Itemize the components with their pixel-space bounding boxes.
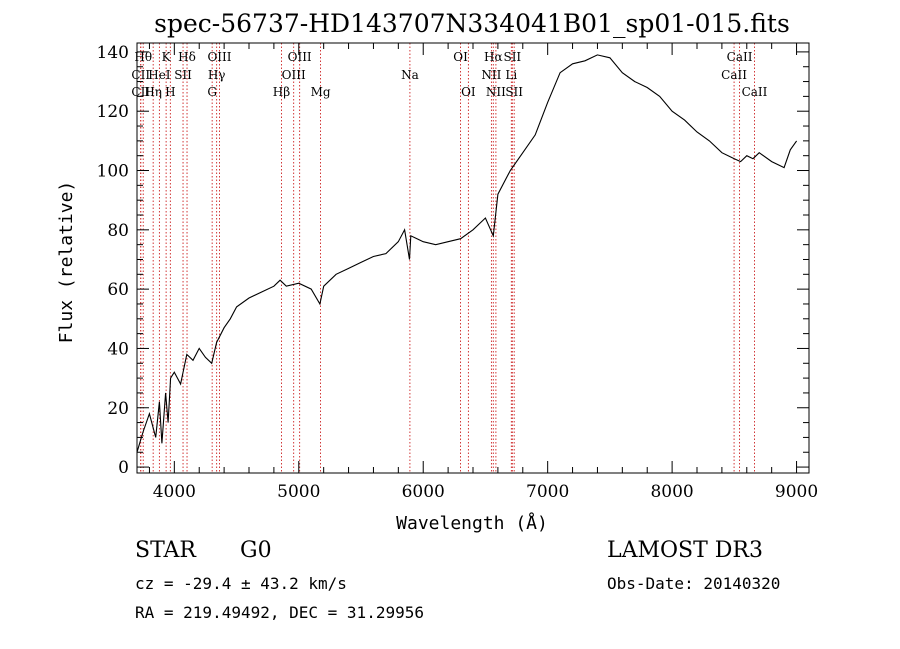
axis-ticks: 4000 5000 6000 7000 8000 9000 0 20 40 60 80 100 120 1… [97,43,819,502]
spectral-line-label: Hα [484,50,503,64]
spectral-line-label: OI [453,50,468,64]
spectrum-line [136,54,798,453]
x-tick-label: 6000 [402,482,445,502]
spectral-line-label: Li [505,68,517,82]
spectral-line-label: NII [486,85,506,99]
y-tick-label: 20 [107,399,129,419]
spectral-line-label: CaII [742,85,768,99]
spectral-line-label: CaII [727,50,753,64]
spectral-line-label: Hθ [134,50,152,64]
x-axis-label: Wavelength (Å) [396,512,548,534]
spectral-line-label: Hη [144,85,162,99]
y-tick-label: 40 [107,339,129,359]
spectral-line-label: NII [481,68,501,82]
x-tick-label: 5000 [277,482,320,502]
x-tick-label: 7000 [526,482,569,502]
spectral-line-label: OIII [282,68,306,82]
spectral-line-label: SII [174,68,192,82]
spectral-line-label: Hβ [273,85,290,99]
observation-date: Obs-Date: 20140320 [607,574,781,593]
object-class: STAR [135,538,196,563]
spectral-line-label: K [162,50,172,64]
y-tick-label: 0 [118,458,129,478]
chart-title: spec-56737-HD143707N334041B01_sp01-015.f… [154,9,790,38]
x-tick-label: 4000 [153,482,196,502]
coordinates: RA = 219.49492, DEC = 31.29956 [135,603,424,622]
x-tick-label: 8000 [650,482,693,502]
spectral-line-label: HeI [148,68,171,82]
y-tick-label: 100 [97,162,129,182]
spectrum-series [136,54,798,453]
spectral-line-label: Hδ [178,50,196,64]
x-tick-label: 9000 [775,482,818,502]
y-axis-label: Flux (relative) [56,181,77,344]
spectral-line-label: CII [131,85,150,99]
plot-frame [136,42,810,474]
spectral-line-label: Mg [311,85,331,99]
survey-name: LAMOST DR3 [607,538,763,563]
spectral-line-label: H [165,85,175,99]
spectral-line-label: OIII [207,50,231,64]
spectral-line-markers [140,43,755,473]
object-subclass: G0 [240,538,272,563]
spectral-line-label: G [207,85,217,99]
y-tick-label: 60 [107,280,129,300]
spectral-line-label: Na [401,68,419,82]
spectral-line-label: OI [461,85,476,99]
spectral-line-label: SII [503,50,521,64]
spectral-line-label: Hγ [208,68,226,82]
spectral-line-label: CII [131,68,150,82]
spectral-line-label: CaII [721,68,747,82]
spectral-line-label: SII [505,85,523,99]
redshift-info: cz = -29.4 ± 43.2 km/s [135,574,347,593]
y-tick-label: 120 [97,102,129,122]
y-tick-label: 80 [107,221,129,241]
spectral-line-label: OIII [288,50,312,64]
y-tick-label: 140 [97,43,129,63]
